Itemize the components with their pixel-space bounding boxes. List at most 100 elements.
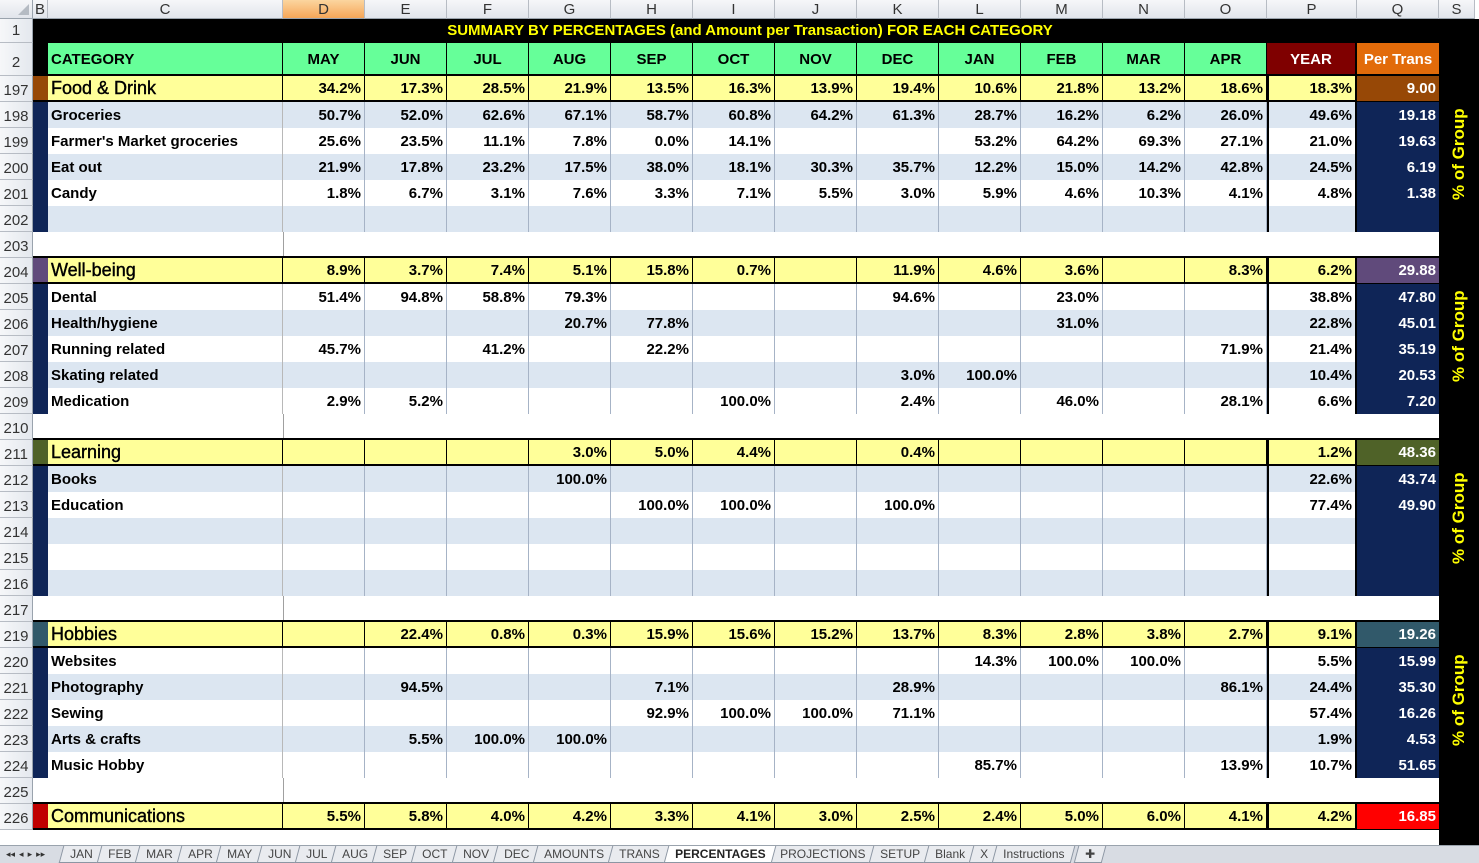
sheet-tab-percentages[interactable]: PERCENTAGES [663,846,777,863]
cell-jan[interactable]: 85.7% [939,752,1021,778]
cell-jul[interactable]: 62.6% [447,102,529,128]
cell-may[interactable] [283,518,365,544]
cell-mar[interactable] [1103,518,1185,544]
cell-aug[interactable] [529,336,611,362]
row-header-215[interactable]: 215 [0,544,33,570]
cell-jun[interactable] [365,206,447,232]
cell-jul[interactable]: 100.0% [447,726,529,752]
cell-apr[interactable] [1185,726,1267,752]
row-header-203[interactable]: 203 [0,232,33,258]
cell-nov[interactable] [775,388,857,414]
category-name[interactable] [48,570,283,596]
cell-per-trans[interactable]: 35.30 [1357,674,1439,700]
cell-mar[interactable] [1103,674,1185,700]
cell-dec[interactable]: 2.5% [857,804,939,830]
cell-oct[interactable] [693,544,775,570]
cell-feb[interactable] [1021,752,1103,778]
cell-oct[interactable]: 18.1% [693,154,775,180]
cell-year[interactable] [1267,518,1357,544]
cell-jan[interactable] [939,466,1021,492]
cell-per-trans[interactable]: 4.53 [1357,726,1439,752]
cell-nov[interactable]: 30.3% [775,154,857,180]
cell-nov[interactable]: 15.2% [775,622,857,648]
cell-nov[interactable] [775,362,857,388]
cell-feb[interactable]: 100.0% [1021,648,1103,674]
cell-apr[interactable] [1185,544,1267,570]
row-header-207[interactable]: 207 [0,336,33,362]
group-name[interactable]: Hobbies [48,622,283,648]
cell-nov[interactable] [775,726,857,752]
cell-per-trans[interactable]: 51.65 [1357,752,1439,778]
cell-oct[interactable]: 0.7% [693,258,775,284]
row-header-206[interactable]: 206 [0,310,33,336]
cell-per-trans[interactable]: 49.90 [1357,492,1439,518]
cell-dec[interactable]: 13.7% [857,622,939,648]
cell-jun[interactable] [365,570,447,596]
row-header-212[interactable]: 212 [0,466,33,492]
cell-mar[interactable] [1103,310,1185,336]
cell-sep[interactable]: 13.5% [611,76,693,102]
cell-sep[interactable] [611,570,693,596]
cell-may[interactable]: 25.6% [283,128,365,154]
header-month-jan[interactable]: JAN [939,43,1021,76]
column-header-S[interactable]: S [1439,0,1475,19]
cell-oct[interactable] [693,284,775,310]
cell-mar[interactable] [1103,544,1185,570]
cell-aug[interactable]: 5.1% [529,258,611,284]
cell-sep[interactable]: 92.9% [611,700,693,726]
row-header-198[interactable]: 198 [0,102,33,128]
cell-dec[interactable] [857,466,939,492]
category-name[interactable]: Farmer's Market groceries [48,128,283,154]
cell-year[interactable]: 24.5% [1267,154,1357,180]
cell-oct[interactable] [693,466,775,492]
prev-sheet-button[interactable]: ◂ [19,848,24,859]
category-name[interactable]: Dental [48,284,283,310]
cell-apr[interactable]: 4.1% [1185,180,1267,206]
cell-nov[interactable]: 3.0% [775,804,857,830]
cell-jul[interactable]: 7.4% [447,258,529,284]
cell-aug[interactable] [529,518,611,544]
cell-jul[interactable]: 41.2% [447,336,529,362]
cell-jun[interactable]: 23.5% [365,128,447,154]
cell-year[interactable]: 5.5% [1267,648,1357,674]
cell-nov[interactable] [775,492,857,518]
cell-nov[interactable] [775,284,857,310]
cell-nov[interactable]: 64.2% [775,102,857,128]
cell-per-trans[interactable] [1357,570,1439,596]
cell-mar[interactable] [1103,440,1185,466]
cell-jun[interactable]: 5.8% [365,804,447,830]
row-header-2[interactable]: 2 [0,43,33,76]
row-header-224[interactable]: 224 [0,752,33,778]
header-month-jul[interactable]: JUL [447,43,529,76]
cell-dec[interactable]: 100.0% [857,492,939,518]
cell-per-trans[interactable] [1357,544,1439,570]
cell-aug[interactable]: 7.8% [529,128,611,154]
cell-jan[interactable]: 14.3% [939,648,1021,674]
cell-year[interactable]: 10.4% [1267,362,1357,388]
cell-jan[interactable] [939,492,1021,518]
cell-aug[interactable] [529,648,611,674]
cell-oct[interactable] [693,726,775,752]
cell-apr[interactable] [1185,492,1267,518]
cell-jul[interactable]: 3.1% [447,180,529,206]
cell-dec[interactable]: 3.0% [857,362,939,388]
cell-jan[interactable]: 53.2% [939,128,1021,154]
column-header-D[interactable]: D [283,0,365,19]
cell-jul[interactable] [447,388,529,414]
cell-dec[interactable]: 71.1% [857,700,939,726]
cell-apr[interactable] [1185,466,1267,492]
column-header-Q[interactable]: Q [1357,0,1439,19]
column-header-O[interactable]: O [1185,0,1267,19]
cell-sep[interactable]: 100.0% [611,492,693,518]
cell-dec[interactable]: 35.7% [857,154,939,180]
cell-jun[interactable] [365,336,447,362]
category-name[interactable]: Education [48,492,283,518]
cell-feb[interactable] [1021,726,1103,752]
cell-jun[interactable] [365,466,447,492]
group-name[interactable]: Communications [48,804,283,830]
cell-feb[interactable]: 5.0% [1021,804,1103,830]
cell-mar[interactable] [1103,206,1185,232]
cell-feb[interactable]: 4.6% [1021,180,1103,206]
cell-may[interactable]: 50.7% [283,102,365,128]
row-header-210[interactable]: 210 [0,414,33,440]
